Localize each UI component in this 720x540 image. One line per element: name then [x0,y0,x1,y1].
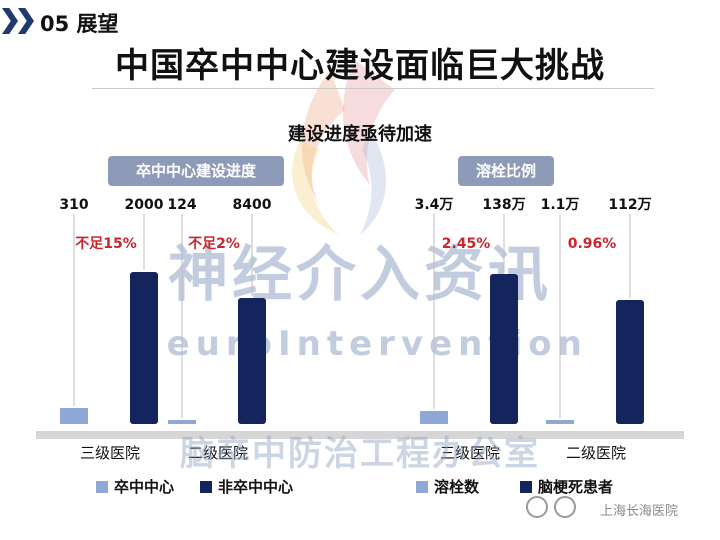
watermark-office: 脑卒中防治工程办公室 [180,434,540,474]
legend-item-infarction-patients: 脑梗死患者 [520,476,613,497]
watermark-brand: 神经介入资讯 [168,240,552,310]
data-label: 138万 [482,197,525,213]
data-label: 2000 [125,197,164,213]
axis-baseline [36,431,684,439]
legend-label: 溶栓数 [434,478,480,496]
hospital-name: 上海长海医院 [600,504,679,519]
hospital-logo-icon [526,496,548,518]
bar-non-stroke-center [238,298,266,424]
legend-swatch-dark [200,480,212,493]
data-label: 124 [167,197,196,213]
ratio-annotation: 0.96% [568,236,617,252]
data-label: 112万 [608,197,651,213]
bar-stroke-center [168,420,196,424]
panel-label-thrombolysis: 溶栓比例 [458,156,554,186]
legend-label: 卒中中心 [114,478,175,496]
page-title: 中国卒中中心建设面临巨大挑战 [115,46,605,86]
legend-item-thrombolysis: 溶栓数 [416,476,479,497]
hospital-emblem-icon [554,496,576,518]
category-label: 二级医院 [566,444,626,462]
data-label: 3.4万 [415,197,454,213]
bar-infarction-patients [490,274,518,424]
ratio-annotation: 2.45% [442,236,491,252]
legend-swatch-light [416,480,428,493]
section-label: 05 展望 [40,12,119,36]
panel-label-construction: 卒中中心建设进度 [108,156,284,186]
bar-infarction-patients [616,300,644,424]
data-label: 1.1万 [541,197,580,213]
legend-swatch-dark [520,480,532,493]
bar-thrombolysis [420,411,448,424]
title-divider [92,88,654,89]
bar-non-stroke-center [130,272,158,424]
legend-item-stroke-center: 卒中中心 [96,476,174,497]
chart-subtitle: 建设进度亟待加速 [288,124,432,145]
legend-swatch-light [96,480,108,493]
legend-item-non-stroke-center: 非卒中中心 [200,476,293,497]
ratio-annotation: 不足15% [75,236,137,252]
category-label: 二级医院 [188,444,248,462]
data-label: 8400 [233,197,272,213]
data-label: 310 [59,197,88,213]
category-label: 三级医院 [80,444,140,462]
category-label: 三级医院 [440,444,500,462]
legend-label: 非卒中中心 [218,478,294,496]
legend-label: 脑梗死患者 [538,478,614,496]
ratio-annotation: 不足2% [188,236,240,252]
bar-stroke-center [60,408,88,424]
bar-thrombolysis [546,420,574,424]
